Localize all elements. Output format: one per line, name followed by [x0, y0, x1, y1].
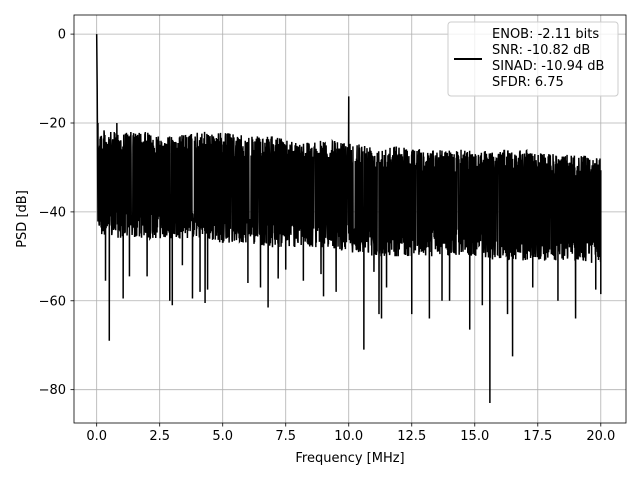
- y-tick-label: −60: [39, 294, 66, 309]
- y-tick-label: 0: [58, 28, 66, 43]
- x-tick-label: 20.0: [586, 429, 615, 444]
- x-tick-label: 5.0: [212, 429, 233, 444]
- y-axis-ticks: 0 −20 −40 −60 −80: [39, 28, 74, 398]
- legend-entry-enob: ENOB: -2.11 bits: [492, 27, 599, 42]
- x-axis-label: Frequency [MHz]: [295, 451, 404, 466]
- psd-series-line: [95, 34, 602, 404]
- x-axis-ticks: 0.0 2.5 5.0 7.5 10.0 12.5 15.0 17.5 20.0: [86, 423, 615, 444]
- legend-entry-sfdr: SFDR: 6.75: [492, 75, 564, 90]
- plot-area: [95, 34, 602, 404]
- y-tick-label: −20: [39, 117, 66, 132]
- y-tick-label: −80: [39, 383, 66, 398]
- x-tick-label: 12.5: [397, 429, 426, 444]
- y-axis-label: PSD [dB]: [15, 190, 30, 248]
- axes-frame: [73, 14, 627, 424]
- x-tick-label: 2.5: [149, 429, 170, 444]
- legend-entry-sinad: SINAD: -10.94 dB: [492, 59, 604, 74]
- x-tick-label: 15.0: [460, 429, 489, 444]
- legend-entry-snr: SNR: -10.82 dB: [492, 43, 590, 58]
- x-tick-label: 0.0: [86, 429, 107, 444]
- x-tick-label: 10.0: [334, 429, 363, 444]
- x-tick-label: 17.5: [523, 429, 552, 444]
- legend: ENOB: -2.11 bits SNR: -10.82 dB SINAD: -…: [447, 21, 619, 97]
- x-tick-label: 7.5: [275, 429, 296, 444]
- y-tick-label: −40: [39, 205, 66, 220]
- legend-box: [447, 21, 619, 97]
